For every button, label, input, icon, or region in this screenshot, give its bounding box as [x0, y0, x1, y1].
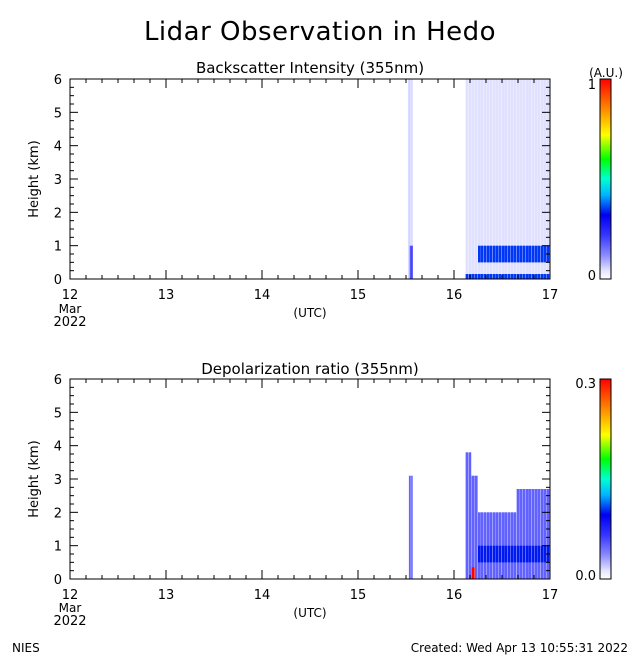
footer-created: Created: Wed Apr 13 10:55:31 2022	[411, 641, 628, 655]
depolarization-xtick-label: 17	[542, 588, 559, 603]
backscatter-colorbar-unit: (A.U.)	[589, 66, 623, 80]
backscatter-ytick-label: 5	[54, 106, 62, 121]
backscatter-ytick-label: 3	[54, 173, 62, 188]
backscatter-ylabel: Height (km)	[27, 140, 42, 217]
backscatter-xlabel: (UTC)	[293, 306, 326, 320]
depolarization-feature-2	[471, 475, 478, 579]
backscatter-year-label: 2022	[53, 315, 86, 330]
depolarization-xtick-label: 14	[254, 588, 271, 603]
depolarization-xtick-label: 15	[350, 588, 367, 603]
depolarization-feature-4	[516, 489, 550, 579]
depolarization-colorbar	[599, 378, 612, 580]
figure-title: Lidar Observation in Hedo	[144, 17, 496, 47]
depolarization-colorbar-max: 0.3	[575, 377, 596, 392]
backscatter-feature-0	[407, 79, 413, 279]
backscatter-xtick-label: 15	[350, 288, 367, 303]
depolarization-xtick-label: 16	[446, 588, 463, 603]
depolarization-ytick-label: 6	[54, 373, 62, 388]
depolarization-xtick-label: 12	[62, 588, 79, 603]
depolarization-feature-6	[471, 567, 476, 579]
backscatter-ytick-label: 2	[54, 206, 62, 221]
backscatter-xtick-label: 14	[254, 288, 271, 303]
backscatter-xtick-label: 13	[158, 288, 175, 303]
depolarization-feature-5	[478, 545, 550, 563]
backscatter-colorbar	[599, 78, 612, 280]
backscatter-ytick-label: 6	[54, 73, 62, 88]
backscatter-xtick-label: 16	[446, 288, 463, 303]
depolarization-title: Depolarization ratio (355nm)	[201, 360, 419, 378]
depolarization-ytick-label: 2	[54, 506, 62, 521]
depolarization-feature-0	[408, 475, 413, 579]
backscatter-title: Backscatter Intensity (355nm)	[196, 59, 424, 77]
depolarization-plot-area	[407, 379, 550, 579]
depolarization-ytick-label: 0	[54, 573, 62, 588]
backscatter-plot-area	[407, 79, 550, 279]
backscatter-xtick-label: 17	[542, 288, 559, 303]
depolarization-ytick-label: 1	[54, 540, 62, 555]
backscatter-feature-3	[465, 274, 550, 279]
backscatter-ytick-label: 4	[54, 140, 62, 155]
footer-org: NIES	[12, 641, 40, 655]
backscatter-month-label: Mar	[59, 302, 82, 316]
depolarization-feature-3	[478, 512, 517, 579]
backscatter-feature-2	[465, 79, 550, 279]
depolarization-feature-1	[465, 452, 472, 579]
depolarization-ylabel: Height (km)	[27, 440, 42, 517]
backscatter-feature-1	[409, 245, 413, 279]
depolarization-ytick-label: 3	[54, 473, 62, 488]
backscatter-xtick-label: 12	[62, 288, 79, 303]
backscatter-ytick-label: 1	[54, 240, 62, 255]
depolarization-ytick-label: 5	[54, 406, 62, 421]
depolarization-xtick-label: 13	[158, 588, 175, 603]
backscatter-feature-4	[478, 245, 550, 263]
depolarization-month-label: Mar	[59, 601, 82, 615]
backscatter-colorbar-max: 1	[588, 78, 596, 93]
backscatter-ytick-label: 0	[54, 273, 62, 288]
depolarization-xlabel: (UTC)	[293, 606, 326, 620]
backscatter-colorbar-min: 0	[588, 269, 596, 284]
depolarization-ytick-label: 4	[54, 440, 62, 455]
depolarization-colorbar-min: 0.0	[575, 569, 596, 584]
depolarization-year-label: 2022	[53, 614, 86, 629]
